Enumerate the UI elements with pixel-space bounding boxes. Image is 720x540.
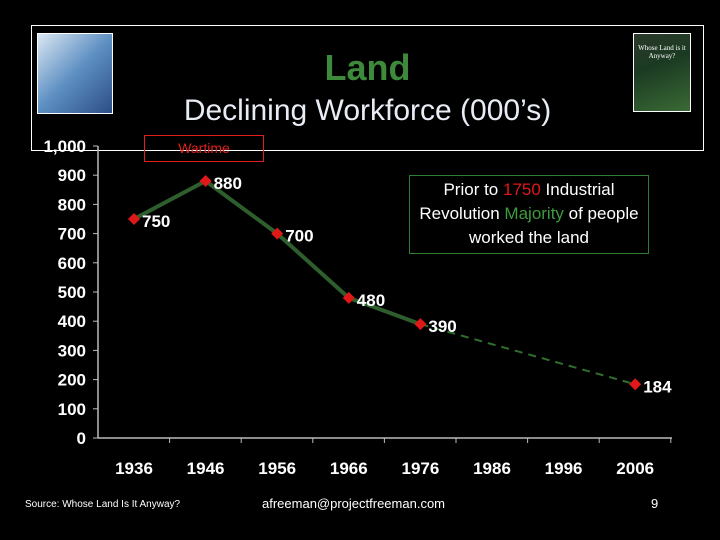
y-tick-label: 800	[58, 195, 86, 214]
y-tick-label: 200	[58, 371, 86, 390]
data-label: 184	[643, 377, 672, 396]
detective-image	[37, 33, 113, 114]
projected-line	[420, 323, 636, 386]
slide-subtitle: Declining Workforce (000’s)	[183, 94, 552, 127]
source-note: Source: Whose Land Is It Anyway?	[25, 499, 181, 510]
y-tick-label: 600	[58, 254, 86, 273]
x-tick-label: 1946	[187, 459, 225, 478]
y-tick-label: 300	[58, 341, 86, 360]
y-tick-label: 900	[58, 166, 86, 185]
x-tick-label: 1956	[258, 459, 296, 478]
y-tick-label: 500	[58, 283, 86, 302]
x-tick-label: 1936	[115, 459, 153, 478]
wartime-label: Wartime	[144, 135, 264, 162]
data-label: 750	[142, 212, 170, 231]
data-point	[199, 175, 212, 188]
x-tick-label: 2006	[616, 459, 654, 478]
callout-text: Prior to	[443, 180, 503, 199]
data-point	[414, 318, 427, 331]
x-tick-label: 1976	[401, 459, 439, 478]
header-box: Land Declining Workforce (000’s) Whose L…	[31, 25, 704, 151]
data-label: 390	[428, 317, 456, 336]
slide-title: Land	[324, 47, 411, 88]
callout-text: Industrial Revolution	[419, 180, 615, 223]
callout-majority: Majority	[504, 204, 564, 223]
data-label: 880	[214, 174, 242, 193]
book-cover-title: Whose Land is it Anyway?	[638, 44, 686, 60]
x-tick-label: 1966	[330, 459, 368, 478]
data-point	[342, 291, 355, 304]
data-label: 480	[357, 291, 385, 310]
y-tick-label: 100	[58, 400, 86, 419]
y-tick-label: 1,000	[43, 137, 86, 156]
data-point	[128, 213, 140, 225]
callout-text: of people worked the land	[468, 204, 639, 247]
callout-box: Prior to 1750 Industrial Revolution Majo…	[409, 175, 649, 254]
data-label: 700	[285, 227, 313, 246]
book-cover-image: Whose Land is it Anyway?	[633, 33, 691, 112]
x-tick-label: 1996	[545, 459, 583, 478]
y-tick-label: 400	[58, 312, 86, 331]
y-tick-label: 700	[58, 225, 86, 244]
footer-email: afreeman@projectfreeman.com	[262, 496, 445, 511]
x-tick-label: 1986	[473, 459, 511, 478]
y-tick-label: 0	[77, 429, 86, 448]
data-point	[629, 378, 642, 391]
data-point	[271, 227, 284, 240]
callout-year: 1750	[503, 180, 541, 199]
page-number: 9	[651, 496, 659, 511]
